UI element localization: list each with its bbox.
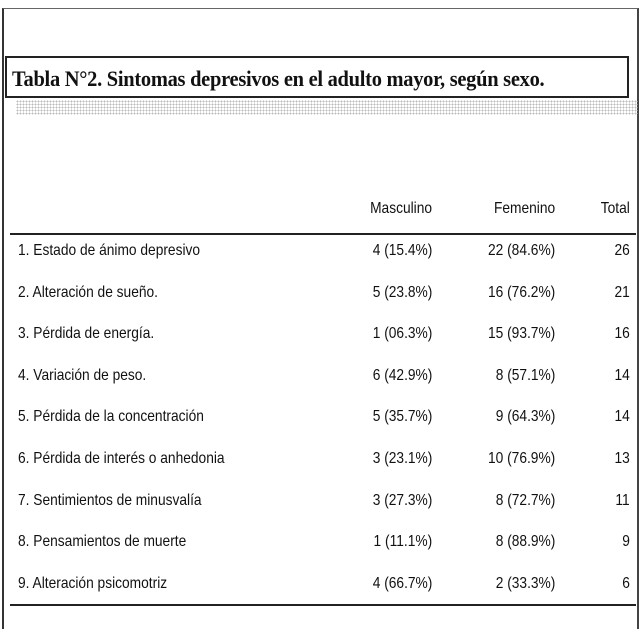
row-label: 3. Pérdida de energía.	[18, 325, 155, 343]
cell-femenino: 8 (57.1%)	[495, 366, 555, 384]
row-label: 8. Pensamientos de muerte	[18, 533, 187, 551]
table-title: Tabla N°2. Sintomas depresivos en el adu…	[5, 56, 629, 98]
cell-total: 14	[614, 366, 630, 384]
cell-femenino: 10 (76.9%)	[487, 450, 555, 467]
row-label: 4. Variación de peso.	[18, 366, 147, 384]
bottom-rule	[10, 604, 636, 606]
cell-femenino: 2 (33.3%)	[495, 574, 555, 592]
cell-total: 6	[622, 574, 630, 592]
table-title-text: Tabla N°2. Sintomas depresivos en el adu…	[12, 66, 545, 91]
title-shadow	[16, 100, 638, 115]
cell-masculino: 5 (23.8%)	[372, 283, 432, 301]
cell-masculino: 1 (11.1%)	[373, 533, 432, 551]
row-label: 2. Alteración de sueño.	[18, 283, 158, 301]
cell-femenino: 22 (84.6%)	[487, 242, 555, 259]
cell-femenino: 8 (72.7%)	[495, 491, 555, 509]
header-femenino: Femenino	[493, 200, 555, 217]
cell-total: 11	[615, 491, 630, 509]
cell-femenino: 15 (93.7%)	[487, 325, 555, 343]
cell-masculino: 1 (06.3%)	[372, 325, 432, 343]
header-masculino: Masculino	[370, 200, 432, 217]
row-label: 9. Alteración psicomotriz	[18, 574, 168, 592]
cell-total: 21	[614, 283, 630, 301]
cell-masculino: 3 (27.3%)	[372, 491, 432, 509]
cell-total: 13	[614, 450, 630, 467]
cell-femenino: 9 (64.3%)	[495, 408, 555, 426]
cell-masculino: 4 (66.7%)	[372, 574, 432, 592]
cell-total: 16	[614, 325, 630, 343]
header-total: Total	[600, 200, 630, 217]
cell-total: 26	[614, 242, 630, 259]
row-label: 5. Pérdida de la concentración	[18, 408, 204, 426]
cell-total: 9	[622, 533, 630, 551]
cell-masculino: 3 (23.1%)	[372, 450, 432, 467]
cell-total: 14	[614, 408, 630, 426]
cell-masculino: 5 (35.7%)	[372, 408, 432, 426]
row-label: 7. Sentimientos de minusvalía	[18, 491, 202, 509]
row-label: 1. Estado de ánimo depresivo	[18, 242, 201, 259]
row-label: 6. Pérdida de interés o anhedonia	[18, 450, 225, 467]
cell-femenino: 16 (76.2%)	[487, 283, 555, 301]
cell-femenino: 8 (88.9%)	[495, 533, 555, 551]
page-frame	[2, 8, 639, 629]
header-rule	[10, 233, 636, 235]
cell-masculino: 6 (42.9%)	[372, 366, 432, 384]
cell-masculino: 4 (15.4%)	[372, 242, 432, 259]
